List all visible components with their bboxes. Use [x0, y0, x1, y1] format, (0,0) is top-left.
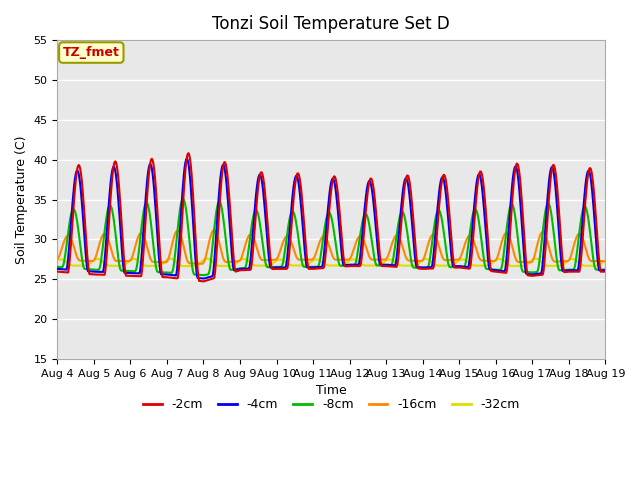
Y-axis label: Soil Temperature (C): Soil Temperature (C)	[15, 135, 28, 264]
Text: TZ_fmet: TZ_fmet	[63, 46, 120, 59]
X-axis label: Time: Time	[316, 384, 347, 397]
Title: Tonzi Soil Temperature Set D: Tonzi Soil Temperature Set D	[212, 15, 450, 33]
Legend: -2cm, -4cm, -8cm, -16cm, -32cm: -2cm, -4cm, -8cm, -16cm, -32cm	[138, 394, 525, 417]
